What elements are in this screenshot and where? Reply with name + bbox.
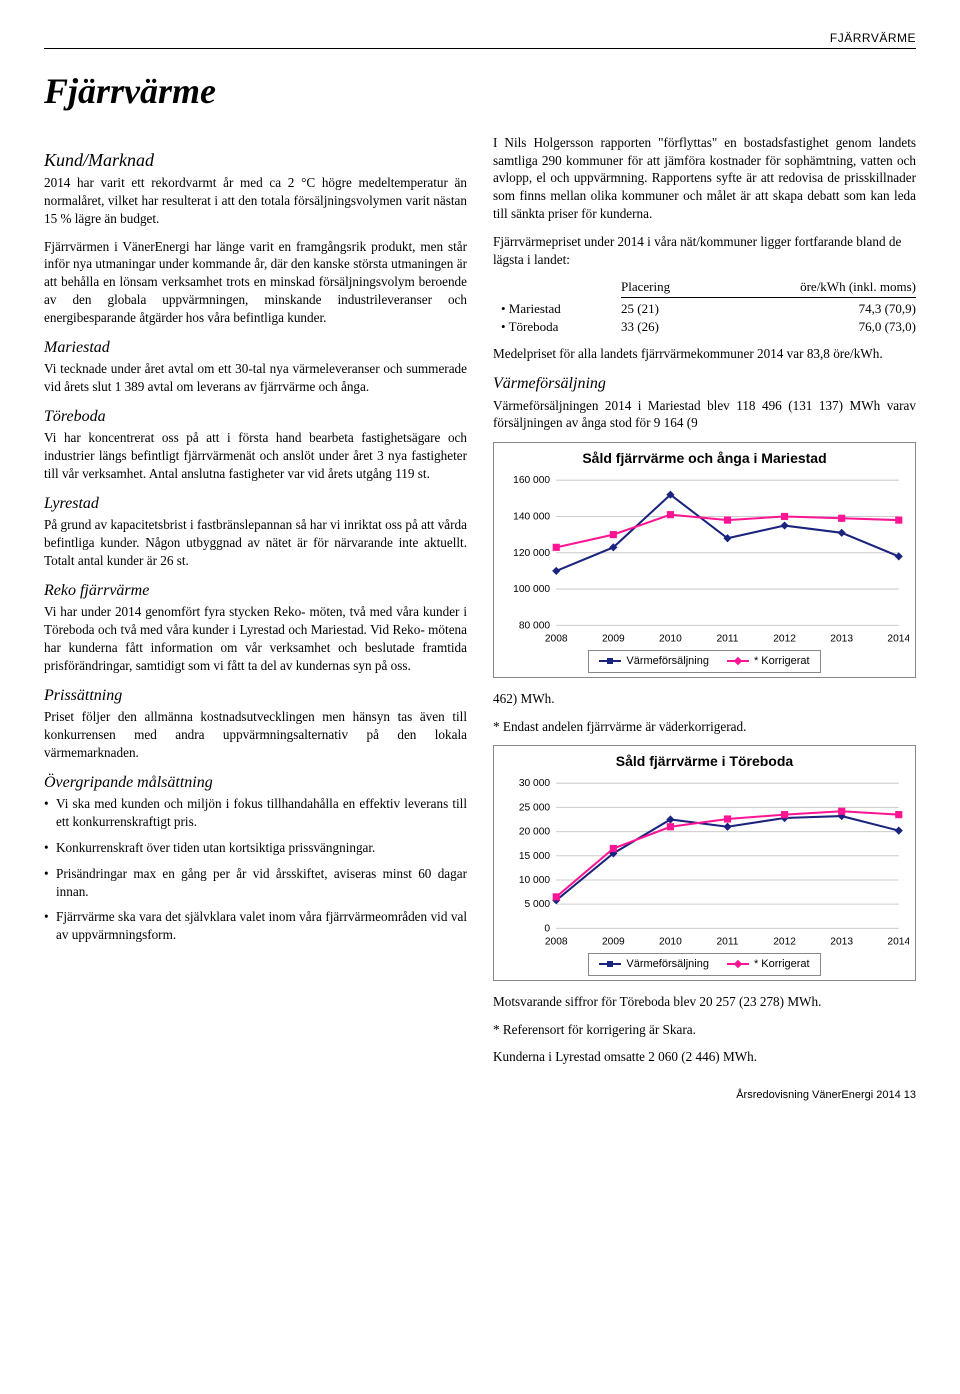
paragraph: 462) MWh. bbox=[493, 690, 916, 708]
heading-lyrestad: Lyrestad bbox=[44, 493, 467, 515]
paragraph: Vi tecknade under året avtal om ett 30-t… bbox=[44, 360, 467, 396]
chart-title: Såld fjärrvärme i Töreboda bbox=[500, 752, 909, 771]
chart-svg: 0 5 000 10 000 15 000 20 000 25 000 30 000 2008… bbox=[500, 775, 909, 949]
svg-text:2009: 2009 bbox=[602, 634, 625, 645]
svg-text:2011: 2011 bbox=[717, 937, 739, 948]
svg-text:2012: 2012 bbox=[773, 634, 796, 645]
two-column-layout: Kund/Marknad 2014 har varit ett rekordva… bbox=[44, 134, 916, 1077]
list-item: Fjärrvärme ska vara det självklara valet… bbox=[44, 908, 467, 944]
paragraph: Medelpriset för alla landets fjärrvärmek… bbox=[493, 345, 916, 363]
paragraph: I Nils Holgersson rapporten "förflyttas"… bbox=[493, 134, 916, 223]
table-cell: • Töreboda bbox=[501, 318, 621, 336]
paragraph: Fjärrvärmepriset under 2014 i våra nät/k… bbox=[493, 233, 916, 269]
svg-text:2010: 2010 bbox=[659, 937, 682, 948]
right-column: I Nils Holgersson rapporten "förflyttas"… bbox=[493, 134, 916, 1077]
svg-text:2013: 2013 bbox=[830, 634, 853, 645]
heading-malsattning: Övergripande målsättning bbox=[44, 772, 467, 794]
paragraph: På grund av kapacitetsbrist i fastbränsl… bbox=[44, 516, 467, 569]
left-column: Kund/Marknad 2014 har varit ett rekordva… bbox=[44, 134, 467, 1077]
paragraph: Priset följer den allmänna kostnadsutvec… bbox=[44, 708, 467, 761]
svg-text:2008: 2008 bbox=[545, 937, 568, 948]
legend-marker-icon bbox=[599, 660, 621, 662]
table-cell: • Mariestad bbox=[501, 300, 621, 318]
list-item: Konkurrenskraft över tiden utan kortsikt… bbox=[44, 839, 467, 857]
table-cell: 33 (26) bbox=[621, 318, 711, 336]
table-cell: 76,0 (73,0) bbox=[711, 318, 916, 336]
page-title: Fjärrvärme bbox=[44, 67, 916, 116]
paragraph: Motsvarande siffror för Töreboda blev 20… bbox=[493, 993, 916, 1011]
svg-text:160 000: 160 000 bbox=[513, 475, 550, 486]
svg-text:2012: 2012 bbox=[773, 937, 796, 948]
table-cell: 74,3 (70,9) bbox=[711, 300, 916, 318]
chart-mariestad: Såld fjärrvärme och ånga i Mariestad 80 … bbox=[493, 442, 916, 678]
svg-text:2011: 2011 bbox=[717, 634, 739, 645]
svg-text:20 000: 20 000 bbox=[519, 827, 551, 838]
heading-varmeforsaljning: Värmeförsäljning bbox=[493, 373, 916, 395]
svg-text:120 000: 120 000 bbox=[513, 548, 550, 559]
svg-text:80 000: 80 000 bbox=[519, 620, 551, 631]
svg-text:0: 0 bbox=[544, 924, 550, 935]
svg-text:25 000: 25 000 bbox=[519, 803, 551, 814]
table-spacer bbox=[501, 278, 621, 298]
legend-label: Värmeförsäljning bbox=[626, 654, 709, 669]
paragraph: Kunderna i Lyrestad omsatte 2 060 (2 446… bbox=[493, 1048, 916, 1066]
section-header: FJÄRRVÄRME bbox=[44, 30, 916, 49]
legend-marker-icon bbox=[727, 660, 749, 662]
legend-label: * Korrigerat bbox=[754, 957, 810, 972]
legend-item: * Korrigerat bbox=[727, 654, 810, 669]
heading-kund-marknad: Kund/Marknad bbox=[44, 148, 467, 172]
svg-text:140 000: 140 000 bbox=[513, 512, 550, 523]
price-table: Placering öre/kWh (inkl. moms) • Mariest… bbox=[501, 278, 916, 335]
chart-legend: Värmeförsäljning * Korrigerat bbox=[588, 953, 820, 976]
heading-reko: Reko fjärrvärme bbox=[44, 580, 467, 602]
legend-item: * Korrigerat bbox=[727, 957, 810, 972]
goals-list: Vi ska med kunden och miljön i fokus til… bbox=[44, 795, 467, 944]
heading-toreboda: Töreboda bbox=[44, 406, 467, 428]
svg-text:2013: 2013 bbox=[830, 937, 853, 948]
paragraph: 2014 har varit ett rekordvarmt år med ca… bbox=[44, 174, 467, 227]
table-row: • Töreboda 33 (26) 76,0 (73,0) bbox=[501, 318, 916, 336]
table-cell: 25 (21) bbox=[621, 300, 711, 318]
paragraph: Vi har koncentrerat oss på att i första … bbox=[44, 429, 467, 482]
chart-legend: Värmeförsäljning * Korrigerat bbox=[588, 650, 820, 673]
heading-mariestad: Mariestad bbox=[44, 337, 467, 359]
table-header: Placering bbox=[621, 278, 711, 298]
legend-label: Värmeförsäljning bbox=[626, 957, 709, 972]
paragraph: Vi har under 2014 genomfört fyra stycken… bbox=[44, 603, 467, 674]
svg-text:2008: 2008 bbox=[545, 634, 568, 645]
footnote: * Endast andelen fjärrvärme är väderkorr… bbox=[493, 718, 916, 736]
svg-text:5 000: 5 000 bbox=[525, 899, 551, 910]
table-header: öre/kWh (inkl. moms) bbox=[711, 278, 916, 298]
chart-title: Såld fjärrvärme och ånga i Mariestad bbox=[500, 449, 909, 468]
paragraph: Värmeförsäljningen 2014 i Mariestad blev… bbox=[493, 397, 916, 433]
heading-prissattning: Prissättning bbox=[44, 685, 467, 707]
svg-text:2009: 2009 bbox=[602, 937, 625, 948]
svg-text:2014: 2014 bbox=[887, 937, 909, 948]
svg-text:2010: 2010 bbox=[659, 634, 682, 645]
svg-text:10 000: 10 000 bbox=[519, 875, 551, 886]
svg-text:100 000: 100 000 bbox=[513, 584, 550, 595]
chart-svg: 80 000 100 000 120 000 140 000 160 000 2008 20… bbox=[500, 472, 909, 646]
chart-toreboda: Såld fjärrvärme i Töreboda 0 5 000 10 000 1… bbox=[493, 745, 916, 981]
legend-marker-icon bbox=[727, 963, 749, 965]
paragraph: Fjärrvärmen i VänerEnergi har länge vari… bbox=[44, 238, 467, 327]
list-item: Vi ska med kunden och miljön i fokus til… bbox=[44, 795, 467, 831]
svg-text:2014: 2014 bbox=[887, 634, 909, 645]
legend-label: * Korrigerat bbox=[754, 654, 810, 669]
legend-marker-icon bbox=[599, 963, 621, 965]
legend-item: Värmeförsäljning bbox=[599, 654, 709, 669]
page-footer: Årsredovisning VänerEnergi 2014 13 bbox=[44, 1088, 916, 1103]
footnote: * Referensort för korrigering är Skara. bbox=[493, 1021, 916, 1039]
svg-text:15 000: 15 000 bbox=[519, 851, 551, 862]
table-row: • Mariestad 25 (21) 74,3 (70,9) bbox=[501, 300, 916, 318]
legend-item: Värmeförsäljning bbox=[599, 957, 709, 972]
svg-text:30 000: 30 000 bbox=[519, 778, 551, 789]
list-item: Prisändringar max en gång per år vid års… bbox=[44, 865, 467, 901]
